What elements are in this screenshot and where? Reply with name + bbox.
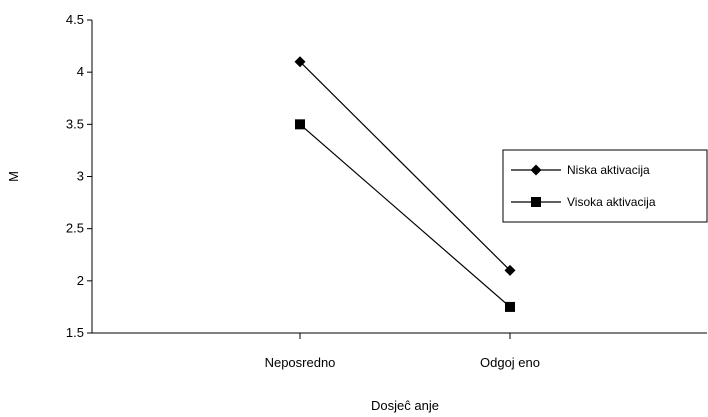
legend-marker (530, 164, 542, 176)
data-point (505, 301, 515, 312)
data-point (295, 119, 305, 130)
legend-box (502, 149, 708, 223)
legend-label: Visoka aktivacija (567, 195, 656, 209)
y-tick-label: 3 (77, 169, 84, 184)
series-layer (294, 56, 516, 312)
data-point (504, 264, 516, 276)
series-1 (294, 56, 516, 276)
x-axis: Neposredno Odgoj eno (92, 332, 707, 370)
legend-item: Visoka aktivacija (511, 195, 656, 209)
y-axis: 1.5 2 2.5 3 3.5 4 4.5 (66, 12, 93, 340)
legend-item: Niska aktivacija (511, 163, 650, 177)
x-tick-label: Neposredno (265, 355, 336, 370)
y-axis-title: M (6, 171, 21, 182)
legend-label: Niska aktivacija (567, 163, 650, 177)
y-tick-label: 1.5 (66, 325, 84, 340)
series-line (299, 123, 511, 308)
y-tick-label: 3.5 (66, 116, 84, 131)
legend: Niska aktivacija Visoka aktivacija (502, 149, 708, 223)
y-tick-label: 2 (77, 273, 84, 288)
y-tick-label: 4.5 (66, 12, 84, 27)
x-tick-label: Odgoj eno (480, 355, 540, 370)
legend-marker (531, 197, 541, 207)
series-line (299, 61, 511, 271)
y-tick-label: 4 (77, 64, 84, 79)
x-axis-title: Dosjeĉ anje (371, 398, 439, 413)
series-2 (295, 119, 515, 312)
y-tick-label: 2.5 (66, 221, 84, 236)
data-point (294, 56, 306, 68)
